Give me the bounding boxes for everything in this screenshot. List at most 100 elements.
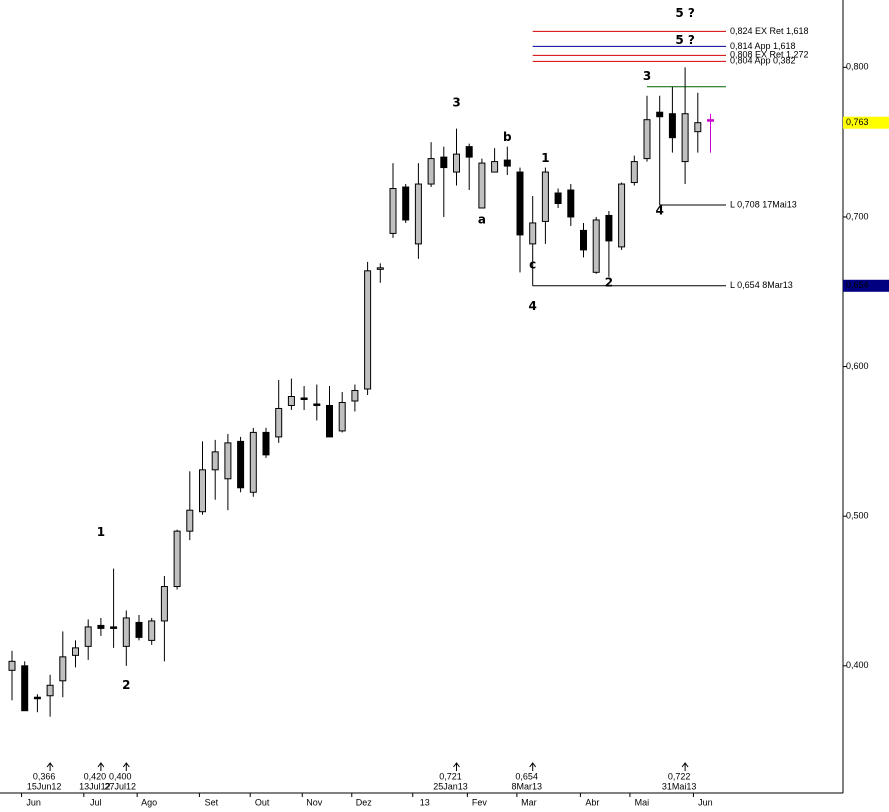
candle-body bbox=[46, 684, 54, 697]
x-tick-label: Jul bbox=[90, 797, 102, 807]
candle-body bbox=[453, 153, 460, 173]
price-marker-label: 0,763 bbox=[846, 117, 869, 127]
y-tick-label: 0,600 bbox=[846, 361, 869, 371]
x-tick-label: Abr bbox=[585, 797, 599, 807]
candle-body bbox=[389, 188, 397, 234]
y-tick-label: 0,500 bbox=[846, 511, 869, 521]
x-tick-label: Ago bbox=[141, 797, 157, 807]
candle-body bbox=[211, 451, 219, 471]
pivot-date: 25Jan13 bbox=[433, 781, 468, 791]
pivot-value: 0,722 bbox=[668, 771, 691, 781]
pivot-value: 0,400 bbox=[109, 771, 132, 781]
candle-body bbox=[173, 530, 181, 588]
candle-body bbox=[427, 158, 435, 185]
wave-label: 2 bbox=[605, 275, 613, 289]
wave-label: 1 bbox=[541, 151, 549, 165]
candle-body bbox=[135, 621, 143, 638]
y-tick-label: 0,400 bbox=[846, 660, 869, 670]
candle-body bbox=[313, 403, 321, 406]
candle-body bbox=[249, 431, 257, 493]
x-tick-label: Fev bbox=[472, 797, 488, 807]
candle-body bbox=[97, 624, 105, 629]
level-label: 0,824 EX Ret 1,618 bbox=[730, 26, 809, 36]
candle-body bbox=[122, 617, 130, 647]
wave-label: 3 bbox=[452, 96, 460, 110]
candle-body bbox=[694, 122, 702, 133]
candle-body bbox=[300, 397, 308, 400]
candle-body bbox=[656, 111, 664, 118]
candle-body bbox=[59, 656, 67, 682]
x-tick-label: Out bbox=[255, 797, 270, 807]
wave-label: 4 bbox=[529, 299, 537, 313]
pivot-value: 0,654 bbox=[515, 771, 538, 781]
wave-label: a bbox=[478, 212, 486, 226]
candle-body bbox=[84, 626, 92, 647]
candle-body bbox=[681, 113, 689, 163]
candle-body bbox=[529, 222, 537, 245]
x-tick-label: Mar bbox=[521, 797, 537, 807]
x-tick-label: Set bbox=[205, 797, 219, 807]
candle-body bbox=[148, 620, 156, 641]
x-tick-label: Jun bbox=[698, 797, 713, 807]
candle-body bbox=[376, 267, 384, 270]
price-marker-label: 0,654 bbox=[846, 280, 869, 290]
price-marker bbox=[843, 116, 889, 129]
candle-body bbox=[21, 665, 29, 712]
y-tick-label: 0,800 bbox=[846, 62, 869, 72]
pivot-date: 8Mar13 bbox=[511, 781, 542, 791]
candle-body bbox=[567, 189, 575, 218]
pivot-date: 27Jul12 bbox=[105, 781, 137, 791]
candle-body bbox=[478, 162, 486, 209]
candle-body bbox=[237, 440, 245, 489]
candle-body bbox=[707, 119, 714, 122]
candle-body bbox=[605, 214, 613, 242]
candle-body bbox=[618, 183, 626, 248]
x-tick-label: Dez bbox=[356, 797, 373, 807]
x-tick-label: Mai bbox=[635, 797, 650, 807]
price-marker bbox=[843, 279, 889, 292]
wave-label: b bbox=[503, 130, 512, 144]
candle-body bbox=[186, 509, 194, 532]
candle-body bbox=[414, 183, 422, 245]
wave-label: 1 bbox=[97, 525, 105, 539]
candle-body bbox=[224, 442, 232, 480]
pivot-date: 15Jun12 bbox=[27, 781, 62, 791]
x-tick-label: Jun bbox=[26, 797, 41, 807]
candle-body bbox=[110, 626, 118, 629]
candle-body bbox=[465, 146, 473, 158]
candle-body bbox=[643, 119, 651, 160]
candle-body bbox=[262, 431, 270, 456]
pivot-arrow-head bbox=[122, 762, 130, 768]
wave-label: 5 ? bbox=[675, 6, 695, 20]
pivot-arrow-head bbox=[97, 762, 105, 768]
pivot-arrow-head bbox=[453, 762, 460, 768]
candle-body bbox=[275, 407, 283, 438]
candle-body bbox=[199, 469, 206, 513]
candle-body bbox=[287, 396, 295, 406]
candle-body bbox=[8, 660, 16, 671]
wave-label: 2 bbox=[122, 678, 130, 692]
candle-body bbox=[33, 696, 41, 700]
wave-label: 4 bbox=[656, 203, 664, 217]
y-tick-label: 0,700 bbox=[846, 211, 869, 221]
pivot-arrow-head bbox=[46, 762, 54, 768]
x-tick-label: Nov bbox=[306, 797, 323, 807]
pivot-date: 31Mai13 bbox=[662, 781, 697, 791]
pivot-value: 0,366 bbox=[33, 771, 56, 781]
wave-label: c bbox=[529, 257, 536, 271]
candle-body bbox=[516, 171, 524, 236]
level-label: 0,804 App 0,382 bbox=[730, 56, 796, 66]
candle-body bbox=[440, 156, 448, 169]
candle-body bbox=[338, 401, 346, 432]
wave-label: 5 ? bbox=[675, 33, 695, 47]
candle-body bbox=[630, 161, 638, 184]
candle-body bbox=[592, 219, 600, 273]
candle-body bbox=[541, 171, 549, 222]
candle-body bbox=[160, 586, 168, 622]
level-label: 0,808 EX Ret 1,272 bbox=[730, 50, 809, 60]
candle-body bbox=[351, 390, 359, 402]
candle-body bbox=[554, 192, 562, 204]
candle-body bbox=[364, 270, 372, 390]
wave-label: 3 bbox=[643, 69, 651, 83]
